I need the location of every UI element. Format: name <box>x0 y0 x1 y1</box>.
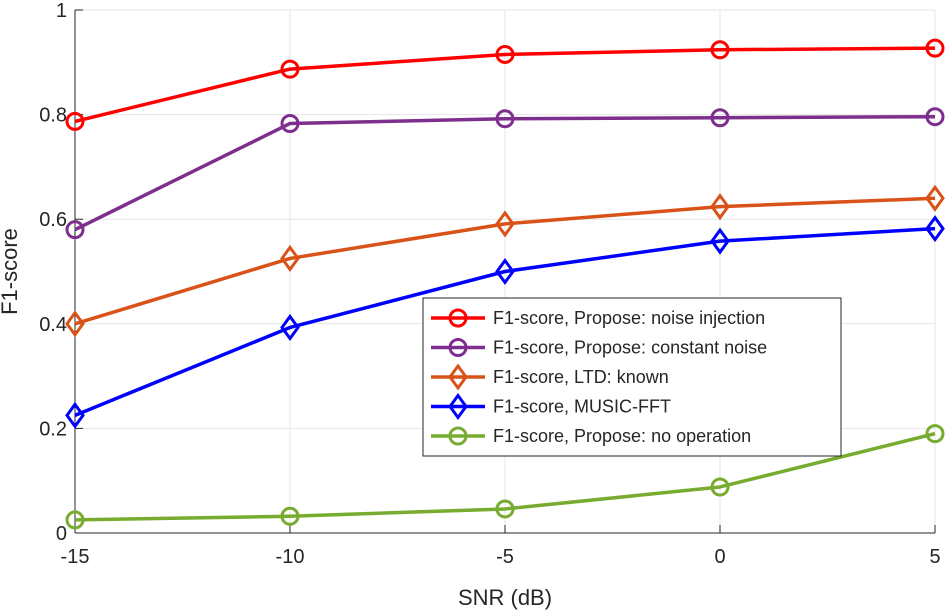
legend-marker <box>448 308 468 328</box>
series-line <box>74 431 936 522</box>
legend-label: F1-score, Propose: no operation <box>493 426 751 446</box>
series-2 <box>65 107 945 240</box>
series-line <box>74 226 936 417</box>
legend-marker <box>448 363 468 391</box>
series-line <box>74 46 936 124</box>
data-point <box>925 107 945 127</box>
legend-marker <box>448 426 468 446</box>
series-3 <box>65 184 945 338</box>
legend-label: F1-score, LTD: known <box>493 367 669 387</box>
legend-item: F1-score, LTD: known <box>431 363 669 391</box>
legend-item: F1-score, MUSIC-FFT <box>431 392 671 421</box>
data-point <box>65 310 85 338</box>
x-tick-label: 0 <box>714 546 725 568</box>
data-point <box>65 510 85 530</box>
legend-label: F1-score, MUSIC-FFT <box>493 397 671 417</box>
series-layer <box>65 38 945 530</box>
legend-label: F1-score, Propose: constant noise <box>493 338 767 358</box>
x-tick-label: -15 <box>61 546 90 568</box>
data-point <box>280 506 300 526</box>
data-point <box>280 59 300 79</box>
data-point <box>495 109 515 129</box>
legend-item: F1-score, Propose: noise injection <box>431 308 765 328</box>
legend-label: F1-score, Propose: noise injection <box>493 308 765 328</box>
data-point <box>710 108 730 128</box>
data-point <box>710 227 730 255</box>
x-axis-title: SNR (dB) <box>458 585 552 610</box>
y-tick-label: 0.6 <box>39 209 67 231</box>
legend-item: F1-score, Propose: constant noise <box>431 338 767 358</box>
series-line <box>74 196 936 326</box>
data-point <box>495 44 515 64</box>
data-point <box>280 244 300 272</box>
data-point <box>280 313 300 342</box>
data-point <box>495 257 515 286</box>
data-point <box>65 401 85 429</box>
y-tick-label: 0.4 <box>39 314 67 336</box>
data-point <box>925 215 945 243</box>
data-point <box>925 184 945 212</box>
data-point <box>65 220 85 240</box>
data-point <box>495 499 515 519</box>
series-1 <box>65 38 945 131</box>
legend-item: F1-score, Propose: no operation <box>431 426 751 446</box>
series-5 <box>65 424 945 530</box>
data-point <box>925 424 945 444</box>
data-point <box>925 38 945 58</box>
y-tick-label: 0.2 <box>39 418 67 440</box>
legend-marker <box>448 392 468 421</box>
data-point <box>710 477 730 497</box>
data-point <box>710 40 730 60</box>
y-tick-label: 1 <box>56 0 67 22</box>
y-tick-label: 0.8 <box>39 105 67 127</box>
y-axis-title: F1-score <box>0 228 22 315</box>
series-4 <box>65 215 945 429</box>
y-tick-label: 0 <box>56 523 67 545</box>
x-tick-label: -5 <box>496 546 514 568</box>
data-point <box>710 193 730 221</box>
series-line <box>74 114 936 232</box>
x-tick-label: 5 <box>929 546 940 568</box>
data-point <box>65 111 85 131</box>
legend-box <box>422 297 842 457</box>
legend: F1-score, Propose: noise injection F1-sco… <box>422 297 842 457</box>
legend-marker <box>448 338 468 357</box>
x-tick-label: -10 <box>276 546 305 568</box>
axes: -15 -10 -5 0 5 0 0.2 0.4 0.6 0.8 1 <box>39 0 940 568</box>
data-point <box>495 210 515 238</box>
data-point <box>280 113 300 133</box>
